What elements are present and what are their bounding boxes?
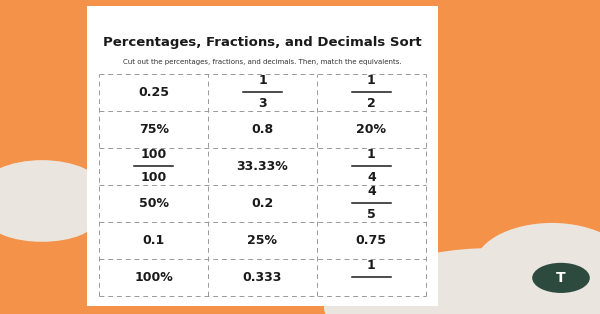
Ellipse shape xyxy=(342,248,600,314)
Text: 5: 5 xyxy=(367,208,376,221)
FancyBboxPatch shape xyxy=(87,6,438,306)
Text: 0.8: 0.8 xyxy=(251,123,274,136)
Text: 2: 2 xyxy=(367,97,376,110)
Text: 4: 4 xyxy=(367,185,376,198)
Text: 75%: 75% xyxy=(139,123,169,136)
Text: 1: 1 xyxy=(367,259,376,272)
Ellipse shape xyxy=(24,184,120,225)
Text: 33.33%: 33.33% xyxy=(236,160,289,173)
Text: 0.333: 0.333 xyxy=(243,271,282,284)
Text: 100%: 100% xyxy=(134,271,173,284)
Text: 100: 100 xyxy=(140,149,167,161)
Text: T: T xyxy=(556,271,566,285)
Text: 1: 1 xyxy=(258,74,267,87)
Ellipse shape xyxy=(324,273,492,314)
Text: 0.2: 0.2 xyxy=(251,197,274,210)
Ellipse shape xyxy=(474,223,600,311)
Text: 25%: 25% xyxy=(247,234,277,247)
Text: 0.75: 0.75 xyxy=(356,234,387,247)
Text: 100: 100 xyxy=(140,171,167,184)
Text: 50%: 50% xyxy=(139,197,169,210)
Text: 20%: 20% xyxy=(356,123,386,136)
Text: 1: 1 xyxy=(367,74,376,87)
Ellipse shape xyxy=(534,283,600,314)
Text: 0.25: 0.25 xyxy=(138,86,169,99)
Ellipse shape xyxy=(0,198,96,242)
Text: 0.1: 0.1 xyxy=(143,234,165,247)
Text: Cut out the percentages, fractions, and decimals. Then, match the equivalents.: Cut out the percentages, fractions, and … xyxy=(123,59,402,65)
Ellipse shape xyxy=(0,160,102,217)
Text: 3: 3 xyxy=(258,97,267,110)
Text: Percentages, Fractions, and Decimals Sort: Percentages, Fractions, and Decimals Sor… xyxy=(103,36,422,49)
Text: 4: 4 xyxy=(367,171,376,184)
Ellipse shape xyxy=(0,182,54,226)
Circle shape xyxy=(532,263,590,293)
Text: 1: 1 xyxy=(367,149,376,161)
